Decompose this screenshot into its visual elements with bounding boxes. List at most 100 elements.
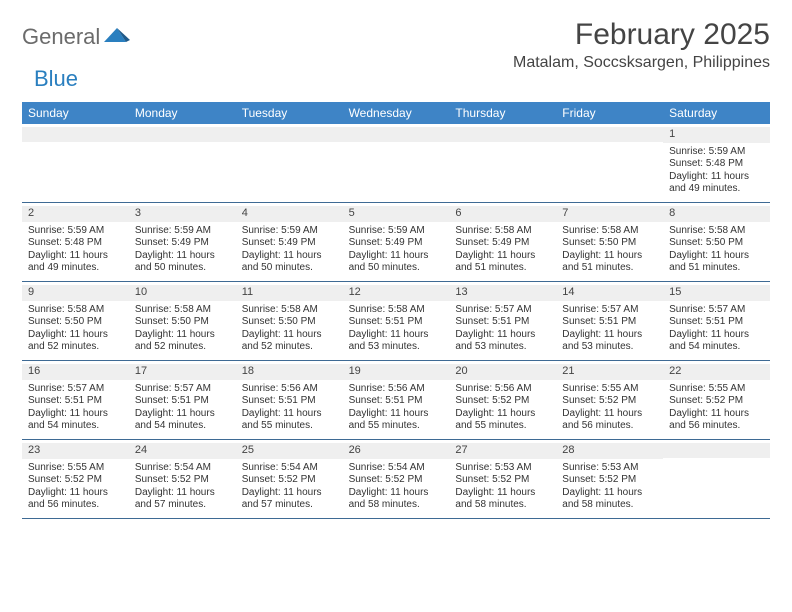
day-number: 12	[343, 285, 450, 301]
daylight-text: Daylight: 11 hours and 57 minutes.	[135, 487, 230, 512]
title-block: February 2025 Matalam, Soccsksargen, Phi…	[513, 18, 770, 72]
day-number: 19	[343, 364, 450, 380]
day-cell	[556, 124, 663, 202]
daylight-text: Daylight: 11 hours and 56 minutes.	[562, 408, 657, 433]
day-cell: 2Sunrise: 5:59 AMSunset: 5:48 PMDaylight…	[22, 203, 129, 281]
day-number: 22	[663, 364, 770, 380]
daylight-text: Daylight: 11 hours and 55 minutes.	[242, 408, 337, 433]
week-row: 2Sunrise: 5:59 AMSunset: 5:48 PMDaylight…	[22, 203, 770, 282]
sunset-text: Sunset: 5:52 PM	[669, 395, 764, 408]
day-cell: 6Sunrise: 5:58 AMSunset: 5:49 PMDaylight…	[449, 203, 556, 281]
sunrise-text: Sunrise: 5:58 AM	[242, 304, 337, 317]
empty-day-number	[129, 127, 236, 142]
day-number: 8	[663, 206, 770, 222]
day-number: 2	[22, 206, 129, 222]
empty-day-number	[343, 127, 450, 142]
day-number: 23	[22, 443, 129, 459]
sunrise-text: Sunrise: 5:59 AM	[28, 225, 123, 238]
sunrise-text: Sunrise: 5:57 AM	[562, 304, 657, 317]
sunrise-text: Sunrise: 5:59 AM	[669, 146, 764, 159]
daylight-text: Daylight: 11 hours and 58 minutes.	[349, 487, 444, 512]
sunset-text: Sunset: 5:49 PM	[455, 237, 550, 250]
daylight-text: Daylight: 11 hours and 54 minutes.	[669, 329, 764, 354]
day-cell: 24Sunrise: 5:54 AMSunset: 5:52 PMDayligh…	[129, 440, 236, 518]
sunrise-text: Sunrise: 5:53 AM	[562, 462, 657, 475]
day-number: 20	[449, 364, 556, 380]
sunrise-text: Sunrise: 5:57 AM	[455, 304, 550, 317]
empty-day-number	[22, 127, 129, 142]
day-cell: 3Sunrise: 5:59 AMSunset: 5:49 PMDaylight…	[129, 203, 236, 281]
day-number: 4	[236, 206, 343, 222]
sunrise-text: Sunrise: 5:55 AM	[669, 383, 764, 396]
sunrise-text: Sunrise: 5:58 AM	[669, 225, 764, 238]
daylight-text: Daylight: 11 hours and 52 minutes.	[28, 329, 123, 354]
sunset-text: Sunset: 5:51 PM	[562, 316, 657, 329]
day-number: 18	[236, 364, 343, 380]
sunset-text: Sunset: 5:51 PM	[349, 316, 444, 329]
day-cell: 22Sunrise: 5:55 AMSunset: 5:52 PMDayligh…	[663, 361, 770, 439]
sunrise-text: Sunrise: 5:59 AM	[349, 225, 444, 238]
day-cell: 12Sunrise: 5:58 AMSunset: 5:51 PMDayligh…	[343, 282, 450, 360]
day-cell: 11Sunrise: 5:58 AMSunset: 5:50 PMDayligh…	[236, 282, 343, 360]
day-number: 25	[236, 443, 343, 459]
sunrise-text: Sunrise: 5:56 AM	[455, 383, 550, 396]
sunrise-text: Sunrise: 5:58 AM	[135, 304, 230, 317]
day-cell: 13Sunrise: 5:57 AMSunset: 5:51 PMDayligh…	[449, 282, 556, 360]
day-cell: 18 Sunrise: 5:56 AMSunset: 5:51 PMDayligh…	[236, 361, 343, 439]
sunset-text: Sunset: 5:49 PM	[242, 237, 337, 250]
weekday-header-row: Sunday Monday Tuesday Wednesday Thursday…	[22, 102, 770, 124]
day-number: 6	[449, 206, 556, 222]
location-text: Matalam, Soccsksargen, Philippines	[513, 54, 770, 72]
daylight-text: Daylight: 11 hours and 57 minutes.	[242, 487, 337, 512]
day-cell: 7Sunrise: 5:58 AMSunset: 5:50 PMDaylight…	[556, 203, 663, 281]
day-cell: 20Sunrise: 5:56 AMSunset: 5:52 PMDayligh…	[449, 361, 556, 439]
weekday-friday: Friday	[556, 102, 663, 124]
daylight-text: Daylight: 11 hours and 53 minutes.	[455, 329, 550, 354]
daylight-text: Daylight: 11 hours and 54 minutes.	[135, 408, 230, 433]
day-cell: 9Sunrise: 5:58 AMSunset: 5:50 PMDaylight…	[22, 282, 129, 360]
day-cell: 15Sunrise: 5:57 AMSunset: 5:51 PMDayligh…	[663, 282, 770, 360]
daylight-text: Daylight: 11 hours and 58 minutes.	[455, 487, 550, 512]
brand-text-blue: Blue	[34, 66, 78, 92]
calendar-grid: Sunday Monday Tuesday Wednesday Thursday…	[22, 102, 770, 519]
sunset-text: Sunset: 5:50 PM	[242, 316, 337, 329]
day-cell: 27Sunrise: 5:53 AMSunset: 5:52 PMDayligh…	[449, 440, 556, 518]
month-title: February 2025	[513, 18, 770, 52]
empty-day-number	[236, 127, 343, 142]
sunset-text: Sunset: 5:51 PM	[28, 395, 123, 408]
sunset-text: Sunset: 5:48 PM	[669, 158, 764, 171]
daylight-text: Daylight: 11 hours and 55 minutes.	[455, 408, 550, 433]
week-row: 23Sunrise: 5:55 AMSunset: 5:52 PMDayligh…	[22, 440, 770, 519]
sunrise-text: Sunrise: 5:54 AM	[349, 462, 444, 475]
day-cell: 28Sunrise: 5:53 AMSunset: 5:52 PMDayligh…	[556, 440, 663, 518]
day-number: 24	[129, 443, 236, 459]
sunrise-text: Sunrise: 5:57 AM	[28, 383, 123, 396]
day-number: 28	[556, 443, 663, 459]
weekday-tuesday: Tuesday	[236, 102, 343, 124]
day-cell	[236, 124, 343, 202]
sunset-text: Sunset: 5:50 PM	[135, 316, 230, 329]
sunrise-text: Sunrise: 5:55 AM	[28, 462, 123, 475]
day-number: 16	[22, 364, 129, 380]
daylight-text: Daylight: 11 hours and 51 minutes.	[455, 250, 550, 275]
day-number: 11	[236, 285, 343, 301]
day-cell: 4Sunrise: 5:59 AMSunset: 5:49 PMDaylight…	[236, 203, 343, 281]
sunset-text: Sunset: 5:52 PM	[455, 474, 550, 487]
day-cell	[449, 124, 556, 202]
day-cell: 17Sunrise: 5:57 AMSunset: 5:51 PMDayligh…	[129, 361, 236, 439]
sunset-text: Sunset: 5:52 PM	[349, 474, 444, 487]
sunset-text: Sunset: 5:50 PM	[28, 316, 123, 329]
day-number: 1	[663, 127, 770, 143]
day-cell: 26Sunrise: 5:54 AMSunset: 5:52 PMDayligh…	[343, 440, 450, 518]
sunset-text: Sunset: 5:51 PM	[242, 395, 337, 408]
week-row: 9Sunrise: 5:58 AMSunset: 5:50 PMDaylight…	[22, 282, 770, 361]
weekday-monday: Monday	[129, 102, 236, 124]
sunset-text: Sunset: 5:51 PM	[349, 395, 444, 408]
sunrise-text: Sunrise: 5:58 AM	[349, 304, 444, 317]
daylight-text: Daylight: 11 hours and 50 minutes.	[135, 250, 230, 275]
day-number: 3	[129, 206, 236, 222]
day-cell	[22, 124, 129, 202]
sunrise-text: Sunrise: 5:56 AM	[242, 383, 337, 396]
day-number: 10	[129, 285, 236, 301]
day-number: 14	[556, 285, 663, 301]
